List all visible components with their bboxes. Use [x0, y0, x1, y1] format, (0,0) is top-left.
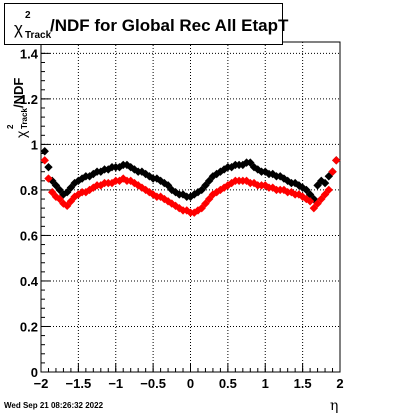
data-point [197, 185, 206, 195]
data-point [141, 185, 150, 195]
data-point [279, 185, 289, 195]
data-point [85, 185, 94, 195]
data-point [55, 194, 64, 204]
data-point [40, 156, 49, 165]
data-point [55, 185, 64, 195]
data-point [305, 197, 315, 206]
grid-lines [41, 42, 340, 372]
y-axis-label: χ 2 Track /NDF [5, 38, 29, 138]
title-subscript: Track [25, 30, 52, 41]
data-point [44, 162, 53, 172]
data-point [148, 190, 158, 199]
data-point [204, 176, 214, 186]
data-point [279, 174, 289, 183]
y-tick-label: 1 [31, 137, 38, 152]
data-point [89, 169, 98, 179]
x-tick-label: −2 [34, 376, 49, 391]
y-tick-label: 0.8 [20, 183, 38, 198]
data-point [302, 185, 311, 195]
data-point [74, 190, 83, 199]
series-black [40, 147, 341, 204]
data-point [332, 156, 341, 165]
y-tick-label: 0.2 [20, 319, 38, 334]
ylabel-subscript: Track [20, 108, 29, 129]
data-point [44, 174, 53, 183]
data-point [167, 185, 177, 195]
data-point [130, 165, 139, 174]
datestamp: Wed Sep 21 08:26:32 2022 [4, 401, 104, 410]
data-point [141, 169, 150, 179]
data-point [328, 167, 337, 176]
data-point [59, 190, 68, 199]
data-markers [40, 147, 341, 217]
data-point [216, 185, 225, 195]
ylabel-chi: χ [13, 130, 29, 138]
y-tick-label: 1.2 [20, 92, 38, 107]
tick-labels: −2 −1.5 −1 −0.5 0 0.5 1 1.5 2 0 0.2 0.4 0.6 0.8 1 1.2 1.… [20, 46, 344, 391]
data-point [160, 194, 169, 204]
data-point [204, 194, 214, 204]
x-tick-label: −0.5 [140, 376, 166, 391]
data-point [302, 194, 311, 204]
title-superscript: 2 [25, 10, 31, 21]
data-point [62, 201, 72, 211]
data-point [70, 178, 79, 188]
x-tick-label: 0.5 [219, 376, 237, 391]
x-tick-label: 1 [262, 376, 269, 391]
chart-title-box: χ 2 Track /NDF for Global Rec All EtapT [4, 3, 288, 45]
data-point [320, 190, 330, 199]
x-tick-label: 1.5 [294, 376, 312, 391]
data-point [178, 190, 188, 199]
data-point [77, 174, 87, 183]
x-axis-label: η [330, 398, 339, 414]
x-tick-label: 2 [336, 376, 343, 391]
series-red [40, 156, 341, 217]
x-tick-label: 0 [187, 376, 194, 391]
y-tick-label: 0 [31, 365, 38, 380]
ylabel-superscript: 2 [6, 124, 15, 129]
x-tick-label: −1 [108, 376, 123, 391]
x-tick-label: −1.5 [66, 376, 92, 391]
data-point [324, 185, 333, 195]
ylabel-ndf: /NDF [11, 77, 26, 108]
data-point [317, 194, 326, 204]
data-point [253, 165, 262, 174]
chart-title: /NDF for Global Rec All EtapT [50, 16, 289, 35]
data-point [51, 181, 61, 190]
y-tick-label: 0.4 [20, 274, 39, 289]
data-point [320, 178, 330, 188]
title-chi-symbol: χ 2 Track [14, 8, 54, 44]
y-tick-label: 1.4 [20, 46, 39, 61]
data-point [107, 178, 117, 188]
y-tick-label: 0.6 [20, 228, 38, 243]
data-point [40, 147, 49, 156]
data-point [104, 165, 113, 174]
title-chi: χ [14, 19, 23, 38]
data-point [119, 174, 128, 183]
